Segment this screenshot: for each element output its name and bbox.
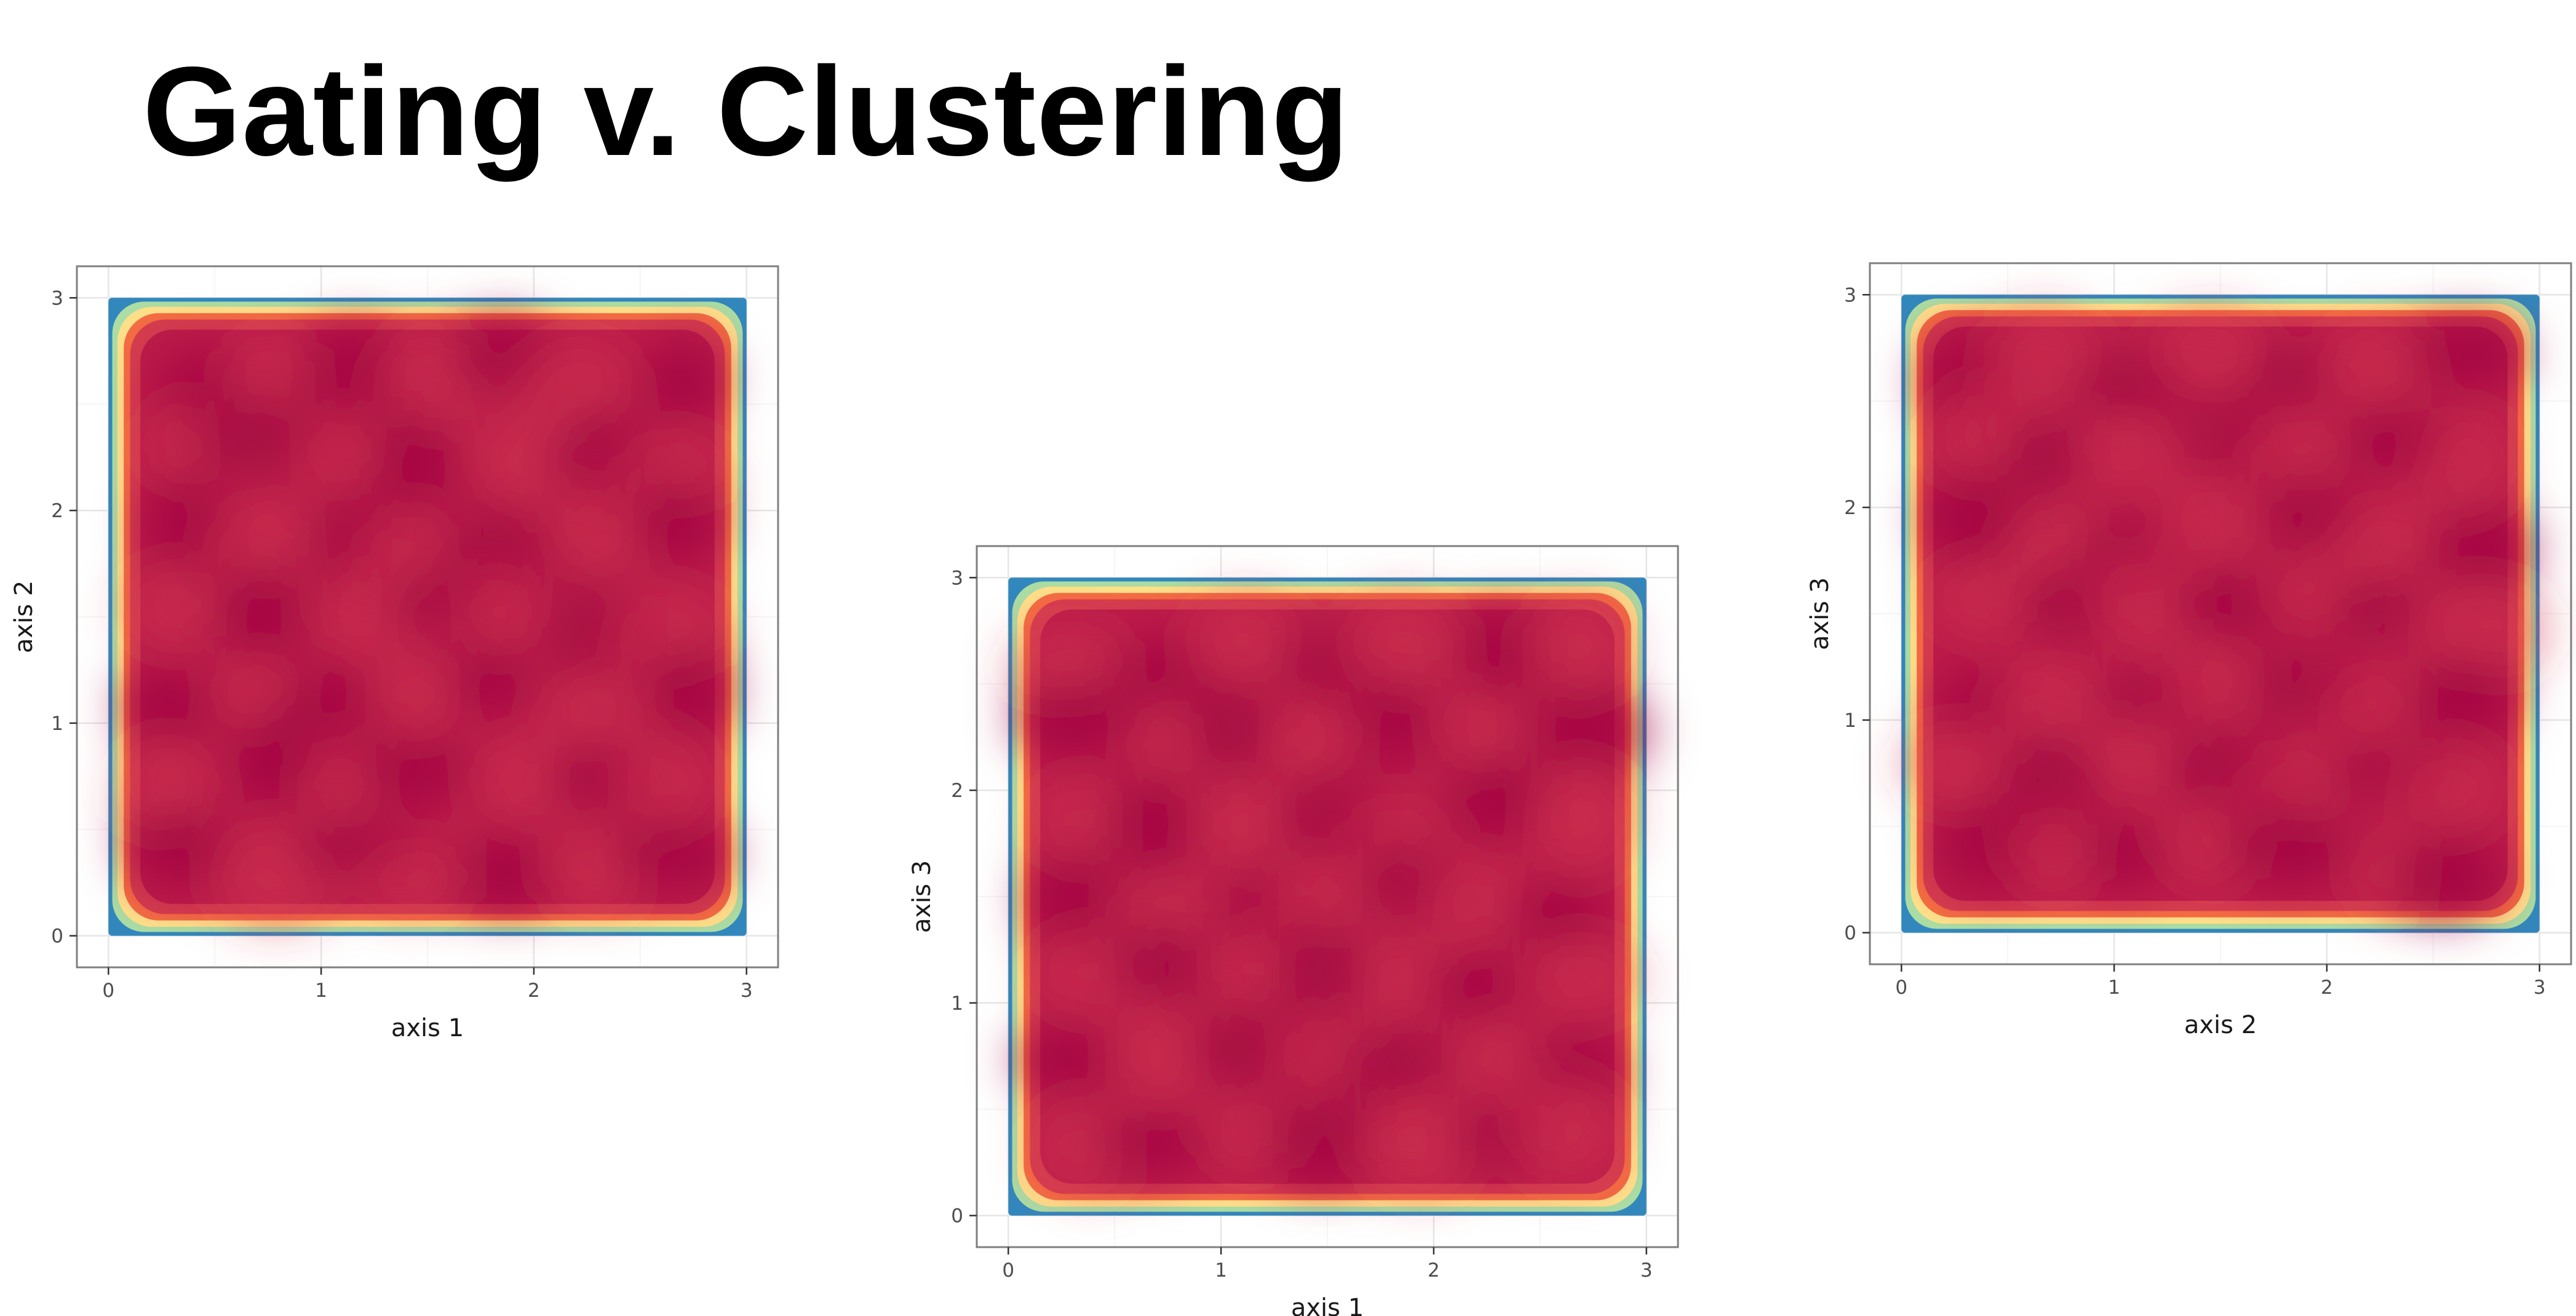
x-axis-title: axis 1 [1291,1294,1364,1316]
x-tick-label: 3 [1640,1259,1653,1282]
x-tick-label: 1 [315,980,327,1002]
y-tick-label: 0 [1844,922,1856,945]
x-tick-label: 1 [1215,1259,1227,1282]
slide-title: Gating v. Clustering [143,41,1350,182]
x-tick-label: 0 [102,980,114,1002]
y-tick-label: 0 [51,926,63,948]
y-tick-label: 3 [1844,284,1856,306]
y-tick-label: 0 [951,1205,963,1227]
x-tick-label: 1 [2108,977,2120,999]
x-tick-label: 2 [2321,977,2333,999]
density-plot-axis2-axis3: 0 1 2 3 0 1 2 3 axis 2 axis 3 [1806,262,2572,1039]
y-tick-label: 2 [951,780,963,802]
x-axis-title: axis 2 [2184,1011,2257,1039]
panel-border [76,265,779,969]
y-tick-label: 1 [951,993,963,1015]
panel-border [1869,262,2572,965]
density-field [1008,577,1652,1216]
y-tick-label: 2 [51,500,63,522]
y-axis-title: axis 3 [1806,577,1834,650]
x-tick-label: 2 [528,980,540,1002]
density-texture [119,316,734,926]
y-tick-label: 1 [51,713,63,735]
density-field [1901,295,2546,933]
density-plot-axis1-axis3: 0 1 2 3 0 1 2 3 axis 1 axis 3 [908,545,1679,1316]
x-axis-title: axis 1 [391,1014,464,1042]
y-tick-label: 3 [951,567,963,589]
panel-border [976,545,1679,1248]
density-plot-axis1-axis2: 0 1 2 3 0 1 2 3 axis 1 axis 2 [10,265,779,1042]
axes: 0 1 2 3 0 1 2 3 axis 1 axis 2 [10,287,753,1042]
x-tick-label: 0 [1002,1259,1014,1282]
y-axis-title: axis 3 [908,860,936,933]
x-tick-label: 3 [2534,977,2546,999]
x-tick-label: 2 [1428,1259,1440,1282]
density-texture [1010,598,1652,1193]
y-tick-label: 2 [1844,497,1856,519]
density-texture [1902,311,2546,921]
axes: 0 1 2 3 0 1 2 3 axis 1 axis 3 [908,567,1653,1316]
density-field [108,298,747,936]
x-tick-label: 3 [741,980,753,1002]
y-tick-label: 1 [1844,710,1856,732]
y-axis-title: axis 2 [10,581,38,653]
x-tick-label: 0 [1895,977,1907,999]
y-tick-label: 3 [51,287,63,309]
axes: 0 1 2 3 0 1 2 3 axis 2 axis 3 [1806,284,2546,1039]
